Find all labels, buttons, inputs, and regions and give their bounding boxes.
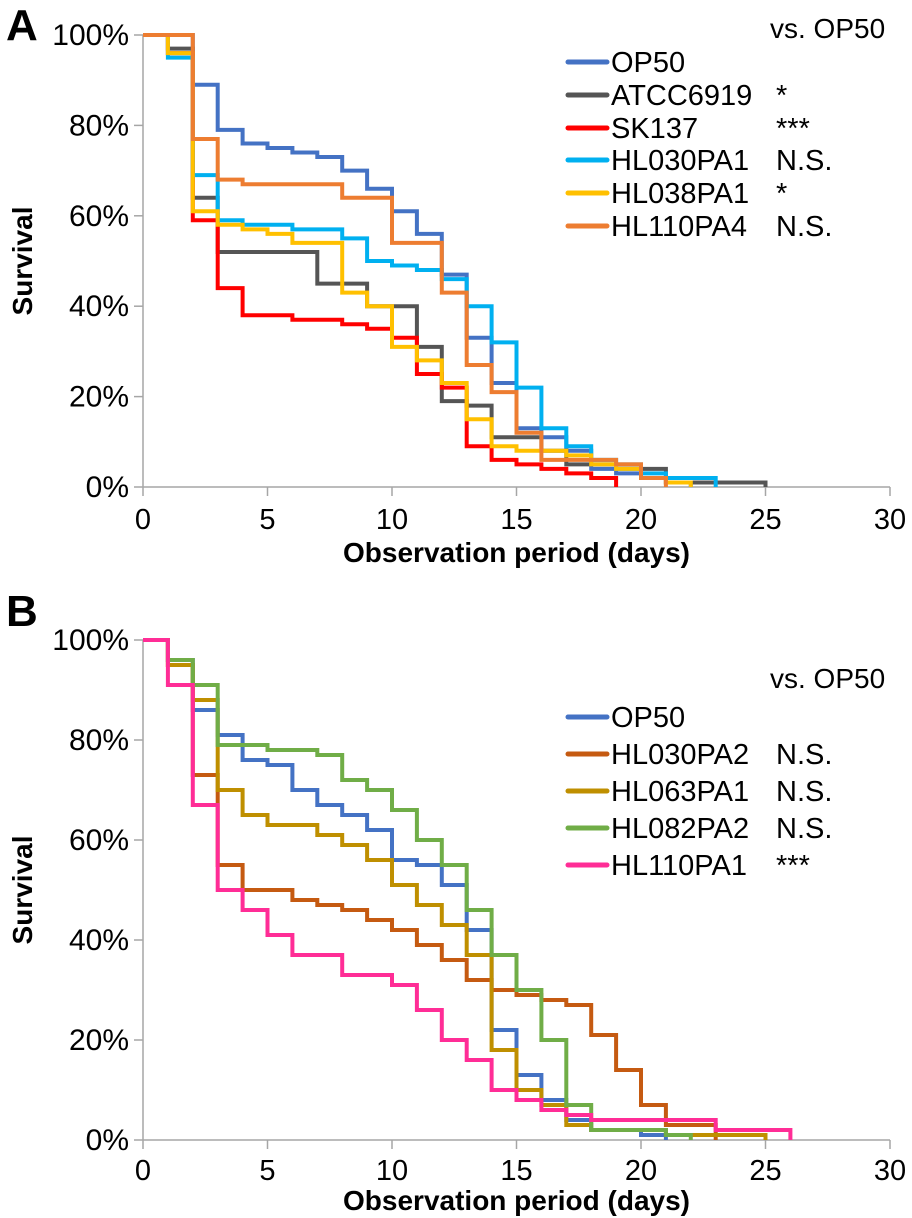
y-tick-label-60: 60%	[69, 200, 129, 233]
legend-label-atcc6919: ATCC6919	[611, 80, 752, 112]
curve-hl110pa4	[143, 33, 668, 487]
significance-hl110pa4: N.S.	[776, 211, 832, 243]
curve-op50	[143, 638, 668, 1140]
legend-label-sk137: SK137	[611, 113, 698, 145]
significance-hl030pa1: N.S.	[776, 145, 832, 177]
x-tick-label-10: 10	[376, 1155, 408, 1187]
x-tick-label-30: 30	[874, 1155, 906, 1187]
x-tick-label-20: 20	[625, 1155, 657, 1187]
x-tick-label-25: 25	[749, 504, 781, 536]
significance-hl110pa1: ***	[776, 850, 810, 882]
significance-sk137: ***	[776, 113, 810, 145]
legend-vs-op50-note: vs. OP50	[770, 663, 885, 694]
legend-label-hl063pa1: HL063PA1	[611, 776, 749, 808]
y-tick-label-0: 0%	[86, 1124, 129, 1157]
y-tick-label-20: 20%	[69, 381, 129, 414]
y-tick-label-40: 40%	[69, 924, 129, 957]
x-tick-label-20: 20	[625, 504, 657, 536]
legend-label-op50: OP50	[611, 47, 685, 79]
curve-op50	[143, 33, 693, 487]
y-tick-label-0: 0%	[86, 471, 129, 504]
curve-atcc6919	[143, 33, 768, 487]
legend-label-hl110pa4: HL110PA4	[611, 211, 747, 243]
panel-b-letter: B	[6, 587, 38, 636]
significance-hl063pa1: N.S.	[776, 776, 832, 808]
x-tick-label-0: 0	[135, 504, 151, 536]
y-tick-label-40: 40%	[69, 290, 129, 323]
y-tick-label-80: 80%	[69, 724, 129, 757]
significance-hl030pa2: N.S.	[776, 739, 832, 771]
y-tick-label-60: 60%	[69, 824, 129, 857]
legend-label-hl110pa1: HL110PA1	[611, 850, 747, 882]
legend-label-hl082pa2: HL082PA2	[611, 813, 749, 845]
x-axis-title: Observation period (days)	[343, 1185, 690, 1216]
y-tick-label-20: 20%	[69, 1024, 129, 1057]
significance-hl038pa1: *	[776, 178, 787, 210]
y-tick-label-80: 80%	[69, 109, 129, 142]
panel-b-survival-chart: 100% 80% 60% 40% 20% 0%0 5 10 15 20 25 30 Observatio…	[7, 624, 906, 1216]
legend-vs-op50-note: vs. OP50	[770, 13, 885, 44]
x-tick-label-15: 15	[500, 504, 532, 536]
x-tick-label-15: 15	[500, 1155, 532, 1187]
x-tick-label-5: 5	[259, 504, 275, 536]
x-tick-label-25: 25	[749, 1155, 781, 1187]
significance-hl082pa2: N.S.	[776, 813, 832, 845]
x-axis-title: Observation period (days)	[343, 537, 690, 568]
significance-atcc6919: *	[776, 80, 787, 112]
y-axis-title: Survival	[7, 207, 38, 316]
y-tick-label-100: 100%	[52, 19, 129, 52]
curve-hl038pa1	[143, 33, 693, 487]
x-tick-label-10: 10	[376, 504, 408, 536]
panel-a-letter: A	[6, 1, 38, 50]
legend-label-hl030pa1: HL030PA1	[611, 145, 749, 177]
panel-a-survival-chart: 100% 80% 60% 40% 20% 0%0 5 10 15 20 25 30 Observatio…	[7, 13, 906, 568]
legend-label-op50: OP50	[611, 702, 685, 734]
legend-label-hl030pa2: HL030PA2	[611, 739, 749, 771]
curve-hl110pa1	[143, 638, 793, 1140]
x-tick-label-5: 5	[259, 1155, 275, 1187]
y-axis-title: Survival	[7, 836, 38, 945]
x-tick-label-30: 30	[874, 504, 906, 536]
y-tick-label-100: 100%	[52, 624, 129, 657]
x-tick-label-0: 0	[135, 1155, 151, 1187]
curve-hl030pa2	[143, 638, 718, 1140]
legend-label-hl038pa1: HL038PA1	[611, 178, 749, 210]
